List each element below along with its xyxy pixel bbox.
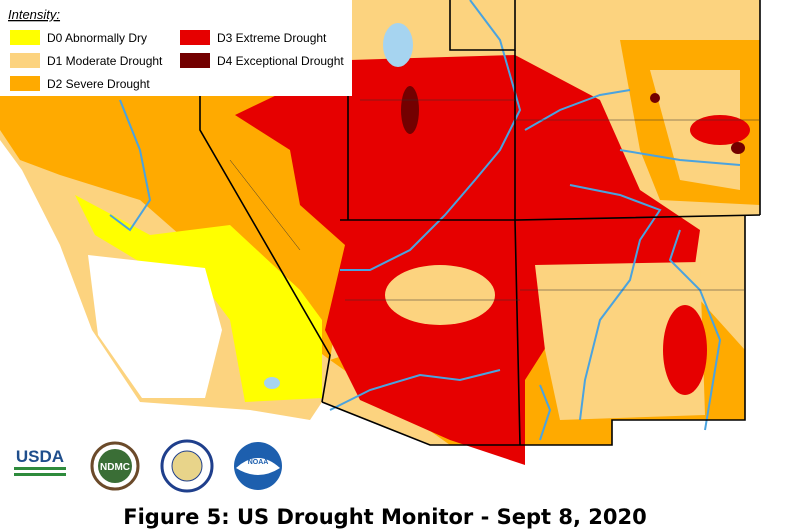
legend-title: Intensity: — [8, 7, 60, 22]
region — [663, 305, 707, 395]
lake — [264, 377, 280, 389]
logo-stripe — [14, 473, 66, 476]
state-borders — [199, 0, 761, 446]
legend-label: D0 Abnormally Dry — [47, 31, 147, 45]
region — [650, 93, 660, 103]
commerce-seal-inner — [171, 450, 203, 482]
caption: Figure 5: US Drought Monitor - Sept 8, 2… — [123, 505, 646, 529]
legend-swatch — [10, 30, 40, 45]
noaa-logo-bird — [236, 458, 280, 475]
legend-label: D1 Moderate Drought — [47, 54, 163, 68]
noaa-logo-text: NOAA — [248, 459, 269, 466]
ndmc-logo-text: NDMC — [100, 462, 130, 473]
legend-swatch — [10, 76, 40, 91]
rivers — [109, 0, 741, 441]
logos: USDA NDMC NOAA — [14, 439, 282, 493]
region — [401, 86, 419, 134]
region — [75, 195, 322, 402]
legend-swatch — [180, 30, 210, 45]
lake — [383, 23, 413, 67]
map — [0, 0, 761, 465]
region — [235, 55, 700, 465]
legend-label: D3 Extreme Drought — [217, 31, 327, 45]
region — [88, 255, 222, 398]
region — [731, 142, 745, 154]
region — [690, 115, 750, 145]
legend: Intensity: D0 Abnormally Dry D1 Moderate … — [0, 0, 352, 96]
ndmc-logo-inner — [98, 449, 132, 483]
legend-label: D4 Exceptional Drought — [217, 54, 344, 68]
usda-logo: USDA — [16, 447, 64, 466]
legend-label: D2 Severe Drought — [47, 77, 150, 91]
legend-swatch — [180, 53, 210, 68]
legend-items: D0 Abnormally Dry D1 Moderate Drought D2 S… — [10, 30, 344, 91]
legend-swatch — [10, 53, 40, 68]
logo-stripe — [14, 467, 66, 470]
county-lines — [229, 99, 760, 301]
region — [535, 262, 705, 420]
region — [385, 265, 495, 325]
legend-box — [0, 0, 352, 96]
